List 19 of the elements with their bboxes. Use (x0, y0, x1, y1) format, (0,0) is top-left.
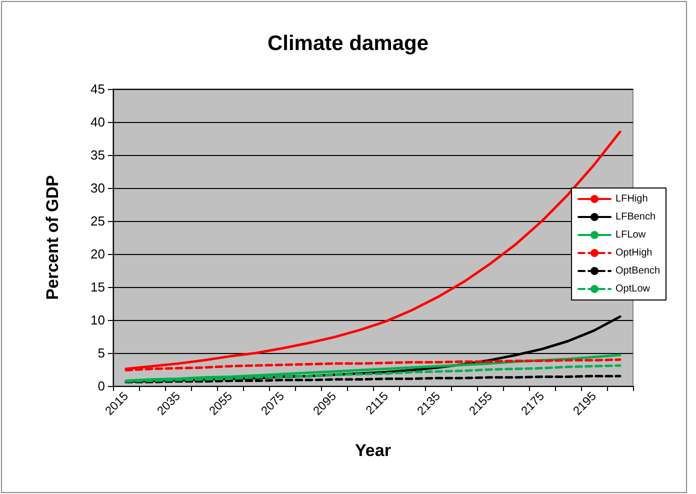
y-tick-label: 5 (98, 346, 105, 360)
y-tick-label: 10 (90, 312, 105, 328)
y-tick-label: 0 (98, 378, 105, 394)
legend-label: OptHigh (616, 248, 652, 258)
legend-label: LFHigh (616, 194, 648, 204)
legend-label: OptBench (616, 266, 660, 276)
y-tick-label: 30 (90, 180, 105, 196)
y-axis-title: Percent of GDP (43, 175, 62, 300)
chart-title: Climate damage (267, 32, 429, 55)
y-tick-label: 15 (90, 280, 105, 294)
legend-label: OptLow (616, 284, 651, 294)
legend-label: LFBench (616, 212, 656, 222)
y-tick-label: 40 (90, 114, 105, 130)
y-tick-label: 20 (90, 246, 105, 262)
y-tick-label: 25 (90, 214, 105, 228)
x-axis-title: Year (355, 441, 392, 460)
y-tick-label: 45 (90, 82, 105, 96)
y-tick-label: 35 (90, 148, 105, 162)
legend-label: LFLow (616, 230, 646, 240)
